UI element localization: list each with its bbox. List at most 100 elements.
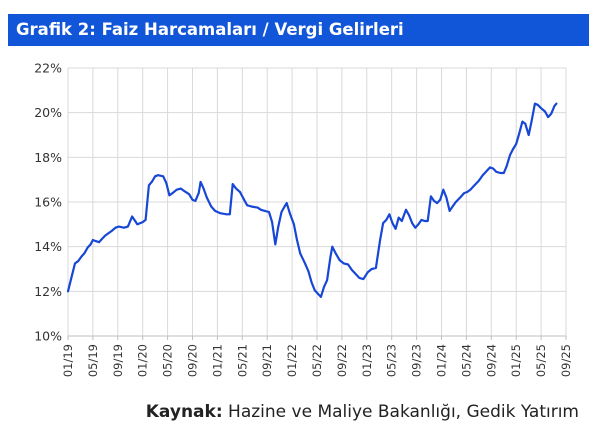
x-tick-label: 01/22	[285, 344, 299, 377]
data-point	[191, 198, 194, 201]
data-point	[168, 194, 171, 197]
data-point	[274, 243, 277, 246]
data-point	[347, 263, 349, 266]
y-tick-label: 22%	[34, 61, 62, 76]
chart-header: Grafik 2: Faiz Harcamaları / Vergi Gelir…	[8, 14, 589, 46]
data-point	[101, 238, 103, 240]
x-tick-label: 05/20	[161, 344, 175, 377]
data-point	[329, 256, 332, 259]
data-point	[92, 239, 94, 241]
data-point	[385, 219, 388, 221]
data-point	[175, 188, 178, 191]
data-point	[489, 166, 491, 169]
x-tick-label: 01/21	[210, 344, 224, 377]
data-point	[423, 220, 426, 222]
series-layer	[66, 102, 558, 298]
data-point	[162, 175, 165, 178]
x-tick-label: 01/23	[360, 344, 374, 377]
data-point	[397, 216, 400, 219]
data-point	[370, 268, 373, 270]
x-tick-label: 01/25	[509, 344, 523, 377]
data-point	[433, 200, 435, 202]
data-point	[67, 290, 69, 293]
data-point	[375, 267, 377, 269]
data-point	[495, 170, 498, 173]
x-tick-label: 01/20	[136, 344, 150, 377]
data-point	[260, 208, 262, 211]
data-point	[280, 211, 283, 213]
data-point	[326, 279, 328, 282]
data-point	[320, 296, 322, 298]
data-point	[98, 241, 100, 244]
chart-title: Grafik 2: Faiz Harcamaları / Vergi Gelir…	[16, 20, 404, 39]
data-point	[323, 286, 325, 288]
data-point	[183, 189, 185, 192]
data-point	[362, 278, 365, 280]
data-point	[136, 223, 139, 226]
data-point	[366, 271, 369, 274]
y-tick-label: 10%	[34, 329, 62, 344]
source-note: Kaynak: Hazine ve Maliye Bakanlığı, Gedi…	[146, 402, 579, 422]
data-point	[307, 270, 310, 273]
data-point	[246, 204, 249, 207]
data-point	[210, 205, 213, 208]
x-tick-label: 05/23	[385, 344, 399, 377]
data-point	[268, 211, 270, 213]
data-point	[264, 210, 266, 212]
data-point	[391, 222, 394, 225]
data-point	[411, 222, 414, 225]
data-point	[171, 192, 174, 195]
data-point	[74, 262, 76, 265]
data-point	[454, 201, 457, 203]
data-point	[536, 103, 539, 106]
data-point	[459, 196, 462, 199]
series-line	[66, 102, 558, 298]
data-point	[165, 182, 168, 184]
x-tick-label: 05/19	[86, 344, 100, 377]
data-point	[530, 120, 533, 123]
data-point	[303, 261, 306, 264]
data-point	[148, 184, 150, 187]
data-point	[426, 220, 429, 222]
data-point	[502, 172, 505, 174]
data-point	[104, 234, 107, 237]
x-tick-label: 01/24	[435, 344, 449, 377]
data-point	[194, 200, 197, 202]
data-point	[414, 226, 417, 229]
data-point	[477, 179, 480, 182]
data-point	[511, 148, 514, 151]
data-point	[283, 205, 286, 208]
data-point	[285, 202, 288, 205]
data-point	[408, 214, 410, 217]
source-label: Kaynak:	[145, 402, 223, 422]
data-point	[205, 196, 208, 199]
data-point	[228, 213, 231, 216]
data-point	[157, 174, 159, 177]
data-point	[521, 120, 524, 123]
x-tick-label: 09/23	[410, 344, 424, 377]
data-point	[123, 226, 125, 229]
data-point	[505, 165, 508, 168]
x-tick-label: 09/25	[559, 344, 573, 377]
data-point	[540, 107, 542, 110]
data-point	[486, 169, 488, 172]
data-point	[388, 213, 391, 216]
data-point	[293, 223, 295, 226]
data-point	[214, 210, 217, 212]
data-point	[499, 172, 502, 174]
data-point	[351, 269, 353, 271]
data-point	[354, 272, 357, 275]
data-point	[225, 213, 228, 216]
x-tick-label: 05/22	[310, 344, 324, 377]
data-point	[235, 187, 238, 190]
data-point	[243, 198, 246, 201]
x-tick-label: 09/24	[484, 344, 498, 377]
y-tick-label: 12%	[34, 284, 62, 299]
data-point	[83, 252, 86, 255]
x-tick-label: 09/21	[260, 344, 274, 377]
data-point	[144, 219, 147, 221]
data-point	[338, 259, 341, 261]
data-point	[271, 221, 273, 224]
data-point	[394, 227, 397, 230]
